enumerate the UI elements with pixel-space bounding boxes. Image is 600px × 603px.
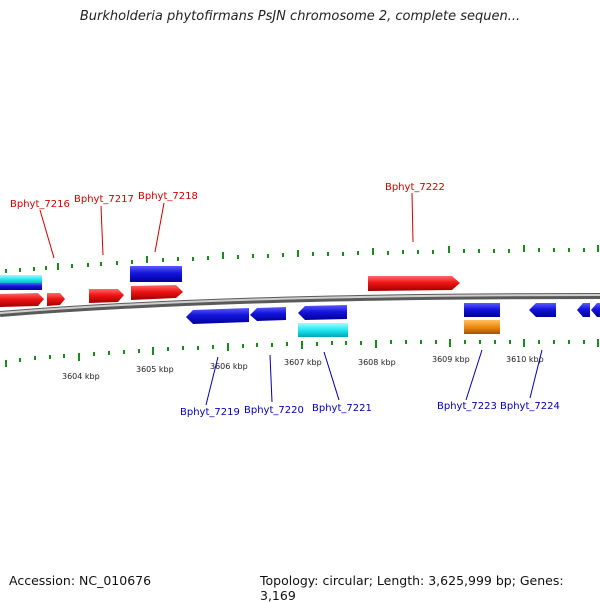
gene-arrow-bphyt-7220[interactable] (250, 307, 286, 321)
gene-bar-bphyt-7218-blue[interactable] (130, 266, 182, 282)
gene-arrow-bphyt-7218[interactable] (131, 285, 183, 300)
gene-arrow-right-edge-2[interactable] (591, 303, 600, 317)
gene-label-bphyt-7218[interactable]: Bphyt_7218 (138, 191, 198, 202)
gene-arrow-forward-left[interactable] (0, 293, 44, 307)
bottom-leader-lines (205, 349, 543, 406)
feature-cyan-left[interactable] (0, 275, 42, 284)
accession-text: Accession: NC_010676 (9, 573, 152, 588)
kbp-label: 3609 kbp (432, 355, 470, 364)
gene-label-bphyt-7223[interactable]: Bphyt_7223 (437, 401, 497, 412)
gene-arrow-bphyt-7217[interactable] (89, 289, 124, 303)
gene-label-bphyt-7216[interactable]: Bphyt_7216 (10, 199, 70, 210)
kbp-label: 3604 kbp (62, 372, 100, 381)
gene-arrow-bphyt-7221[interactable] (298, 305, 347, 320)
feature-cyan-bphyt-7221[interactable] (298, 323, 348, 337)
gene-arrow-bphyt-7222[interactable] (368, 276, 460, 291)
top-tick-row (5, 245, 599, 273)
feature-blue-left[interactable] (0, 283, 42, 290)
kbp-label: 3607 kbp (284, 358, 322, 367)
forward-features (0, 266, 460, 307)
bottom-tick-row (5, 339, 599, 367)
gene-label-bphyt-7222[interactable]: Bphyt_7222 (385, 182, 445, 193)
top-leader-lines (39, 192, 414, 259)
reverse-features (186, 303, 600, 337)
gene-label-bphyt-7217[interactable]: Bphyt_7217 (74, 194, 134, 205)
kbp-label: 3605 kbp (136, 365, 174, 374)
gene-label-bphyt-7219[interactable]: Bphyt_7219 (180, 407, 240, 418)
gene-label-bphyt-7224[interactable]: Bphyt_7224 (500, 401, 560, 412)
kbp-label: 3606 kbp (210, 362, 248, 371)
gene-arrow-bphyt-7216[interactable] (47, 293, 65, 306)
kbp-label: 3610 kbp (506, 355, 544, 364)
gene-label-bphyt-7221[interactable]: Bphyt_7221 (312, 403, 372, 414)
gene-arrow-bphyt-7224[interactable] (529, 303, 556, 317)
feature-orange-bphyt-7223[interactable] (464, 320, 500, 334)
map-title: Burkholderia phytofirmans PsJN chromosom… (79, 9, 521, 24)
gene-arrow-right-edge-1[interactable] (577, 303, 590, 317)
topology-text: Topology: circular; Length: 3,625,999 bp… (260, 573, 564, 603)
gene-bar-bphyt-7223[interactable] (464, 303, 500, 317)
gene-arrow-bphyt-7219[interactable] (186, 308, 249, 324)
kbp-label: 3608 kbp (358, 358, 396, 367)
gene-label-bphyt-7220[interactable]: Bphyt_7220 (244, 405, 304, 416)
